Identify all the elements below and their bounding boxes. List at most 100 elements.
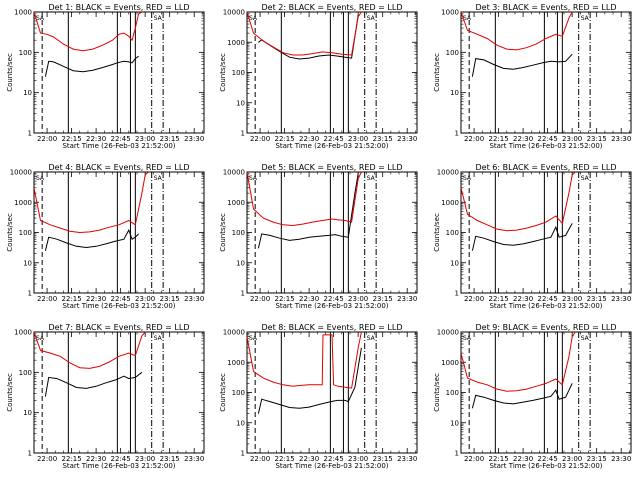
panel-title: Det 4: BLACK = Events, RED = LLD xyxy=(49,163,190,172)
x-axis-label: Start Time (26-Feb-03 21:52:00) xyxy=(62,462,175,470)
y-tick-label: 1000 xyxy=(441,199,459,207)
y-tick-label: 1000 xyxy=(227,199,245,207)
flag-label: SA xyxy=(367,175,376,182)
panel-title: Det 3: BLACK = Events, RED = LLD xyxy=(476,3,617,12)
y-tick-label: 100 xyxy=(19,369,32,377)
series-lld-line xyxy=(247,332,362,389)
y-tick-label: 1 xyxy=(455,130,459,138)
flag-label: SA xyxy=(154,335,163,342)
flag-label: SA xyxy=(367,335,376,342)
x-tick-label: 23:15 xyxy=(587,295,607,303)
y-tick-label: 10 xyxy=(236,99,245,107)
flag-label: SA xyxy=(249,175,258,182)
panel-det-7: Det 7: BLACK = Events, RED = LLD 1 10 100 10… xyxy=(6,323,205,470)
x-tick-label: 22:15 xyxy=(275,455,295,463)
series-events-line xyxy=(471,53,573,77)
x-tick-label: 23:30 xyxy=(184,455,204,463)
y-tick-label: 10000 xyxy=(223,9,245,17)
y-tick-label: 10 xyxy=(450,89,459,97)
x-tick-label: 22:00 xyxy=(464,455,484,463)
y-tick-label: 10 xyxy=(23,409,32,417)
panel-det-3: Det 3: BLACK = Events, RED = LLD 1 10 100 10… xyxy=(433,3,632,150)
y-tick-label: 10 xyxy=(23,259,32,267)
plot-frame xyxy=(33,331,205,454)
x-tick-label: 23:30 xyxy=(397,295,417,303)
y-tick-label: 100 xyxy=(19,229,32,237)
x-tick-label: 22:00 xyxy=(250,455,270,463)
x-tick-label: 22:15 xyxy=(275,135,295,143)
y-tick-label: 100 xyxy=(232,229,245,237)
y-tick-label: 1 xyxy=(241,290,245,298)
x-axis-label: Start Time (26-Feb-03 21:52:00) xyxy=(489,302,602,310)
flag-label: SA xyxy=(581,335,590,342)
series-events-line xyxy=(471,223,573,251)
x-tick-label: 23:15 xyxy=(587,455,607,463)
x-tick-label: 22:45 xyxy=(324,135,344,143)
x-tick-label: 22:30 xyxy=(513,135,533,143)
x-tick-label: 23:15 xyxy=(160,135,180,143)
y-axis-label: Counts/sec xyxy=(219,53,227,92)
plot-frame xyxy=(460,171,632,294)
x-tick-label: 22:45 xyxy=(324,455,344,463)
x-tick-label: 23:15 xyxy=(160,295,180,303)
x-axis-label: Start Time (26-Feb-03 21:52:00) xyxy=(275,142,388,150)
series-lld-line xyxy=(461,172,576,232)
panel-title: Det 1: BLACK = Events, RED = LLD xyxy=(49,3,190,12)
x-axis-label: Start Time (26-Feb-03 21:52:00) xyxy=(489,142,602,150)
y-tick-label: 1 xyxy=(455,290,459,298)
y-tick-label: 10 xyxy=(450,259,459,267)
series-events-line xyxy=(44,371,143,397)
x-tick-label: 23:00 xyxy=(348,455,368,463)
y-axis-label: Counts/sec xyxy=(433,213,441,252)
y-tick-label: 1 xyxy=(28,450,32,458)
x-tick-label: 22:30 xyxy=(86,295,106,303)
y-tick-label: 10000 xyxy=(223,329,245,337)
x-tick-label: 22:00 xyxy=(464,295,484,303)
y-tick-label: 100 xyxy=(446,229,459,237)
y-tick-label: 10 xyxy=(23,89,32,97)
flag-label: SA xyxy=(154,15,163,22)
panel-title: Det 8: BLACK = Events, RED = LLD xyxy=(262,323,403,332)
panel-title: Det 5: BLACK = Events, RED = LLD xyxy=(262,163,403,172)
x-tick-label: 22:30 xyxy=(299,135,319,143)
x-tick-label: 22:30 xyxy=(513,295,533,303)
panel-det-9: Det 9: BLACK = Events, RED = LLD 1 10 100 10… xyxy=(433,323,632,470)
plot-frame xyxy=(460,331,632,454)
plot-frame xyxy=(460,11,632,134)
y-tick-label: 1 xyxy=(28,290,32,298)
x-tick-label: 22:45 xyxy=(324,295,344,303)
x-tick-label: 22:00 xyxy=(37,135,57,143)
x-tick-label: 23:30 xyxy=(184,295,204,303)
y-tick-label: 100 xyxy=(446,49,459,57)
series-lld-line xyxy=(34,12,143,52)
flag-label: SA xyxy=(367,15,376,22)
y-axis-label: Counts/sec xyxy=(433,53,441,92)
x-tick-label: 23:00 xyxy=(562,455,582,463)
plot-frame xyxy=(246,171,418,294)
y-tick-label: 1000 xyxy=(14,9,32,17)
y-tick-label: 1 xyxy=(241,130,245,138)
y-tick-label: 10000 xyxy=(223,169,245,177)
flag-label: SA xyxy=(463,335,472,342)
x-tick-label: 22:30 xyxy=(86,135,106,143)
x-tick-label: 23:00 xyxy=(135,455,155,463)
x-tick-label: 22:15 xyxy=(62,135,82,143)
y-tick-label: 10000 xyxy=(437,329,459,337)
panel-det-2: Det 2: BLACK = Events, RED = LLD 1 10 100 10… xyxy=(219,3,418,150)
series-lld-line xyxy=(34,332,146,369)
y-tick-label: 1 xyxy=(455,450,459,458)
x-tick-label: 23:30 xyxy=(184,135,204,143)
y-tick-label: 100 xyxy=(232,69,245,77)
x-tick-label: 23:00 xyxy=(135,295,155,303)
x-axis-label: Start Time (26-Feb-03 21:52:00) xyxy=(62,142,175,150)
series-lld-line xyxy=(461,12,573,51)
series-lld-line xyxy=(247,12,362,56)
series-lld-line xyxy=(461,332,576,392)
x-tick-label: 23:15 xyxy=(373,135,393,143)
x-tick-label: 22:45 xyxy=(538,135,558,143)
flag-label: SA xyxy=(463,15,472,22)
x-tick-label: 22:45 xyxy=(111,135,131,143)
series-events-line xyxy=(257,347,362,414)
y-tick-label: 1000 xyxy=(441,9,459,17)
flag-label: SA xyxy=(581,175,590,182)
